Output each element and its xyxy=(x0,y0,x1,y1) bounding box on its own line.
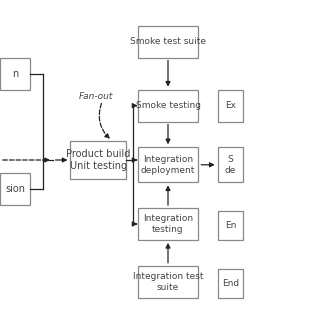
FancyBboxPatch shape xyxy=(138,208,198,240)
FancyBboxPatch shape xyxy=(218,147,243,182)
FancyBboxPatch shape xyxy=(70,141,126,179)
FancyBboxPatch shape xyxy=(138,90,198,122)
Text: Smoke test suite: Smoke test suite xyxy=(130,37,206,46)
Text: En: En xyxy=(225,221,236,230)
Text: Fan-out: Fan-out xyxy=(79,92,113,100)
FancyBboxPatch shape xyxy=(138,266,198,298)
Text: Integration test
suite: Integration test suite xyxy=(133,272,203,292)
FancyBboxPatch shape xyxy=(0,58,30,90)
Text: Integration
testing: Integration testing xyxy=(143,214,193,234)
FancyBboxPatch shape xyxy=(218,90,243,122)
Text: Integration
deployment: Integration deployment xyxy=(141,155,195,175)
FancyBboxPatch shape xyxy=(138,147,198,182)
Text: Smoke testing: Smoke testing xyxy=(135,101,201,110)
Text: S
de: S de xyxy=(225,155,236,175)
FancyBboxPatch shape xyxy=(0,173,30,205)
FancyBboxPatch shape xyxy=(138,26,198,58)
FancyBboxPatch shape xyxy=(218,269,243,298)
Text: Ex: Ex xyxy=(225,101,236,110)
Text: sion: sion xyxy=(5,184,25,194)
Text: Product build
Unit testing: Product build Unit testing xyxy=(66,149,131,171)
FancyBboxPatch shape xyxy=(218,211,243,240)
Text: n: n xyxy=(12,68,18,79)
Text: End: End xyxy=(222,279,239,288)
